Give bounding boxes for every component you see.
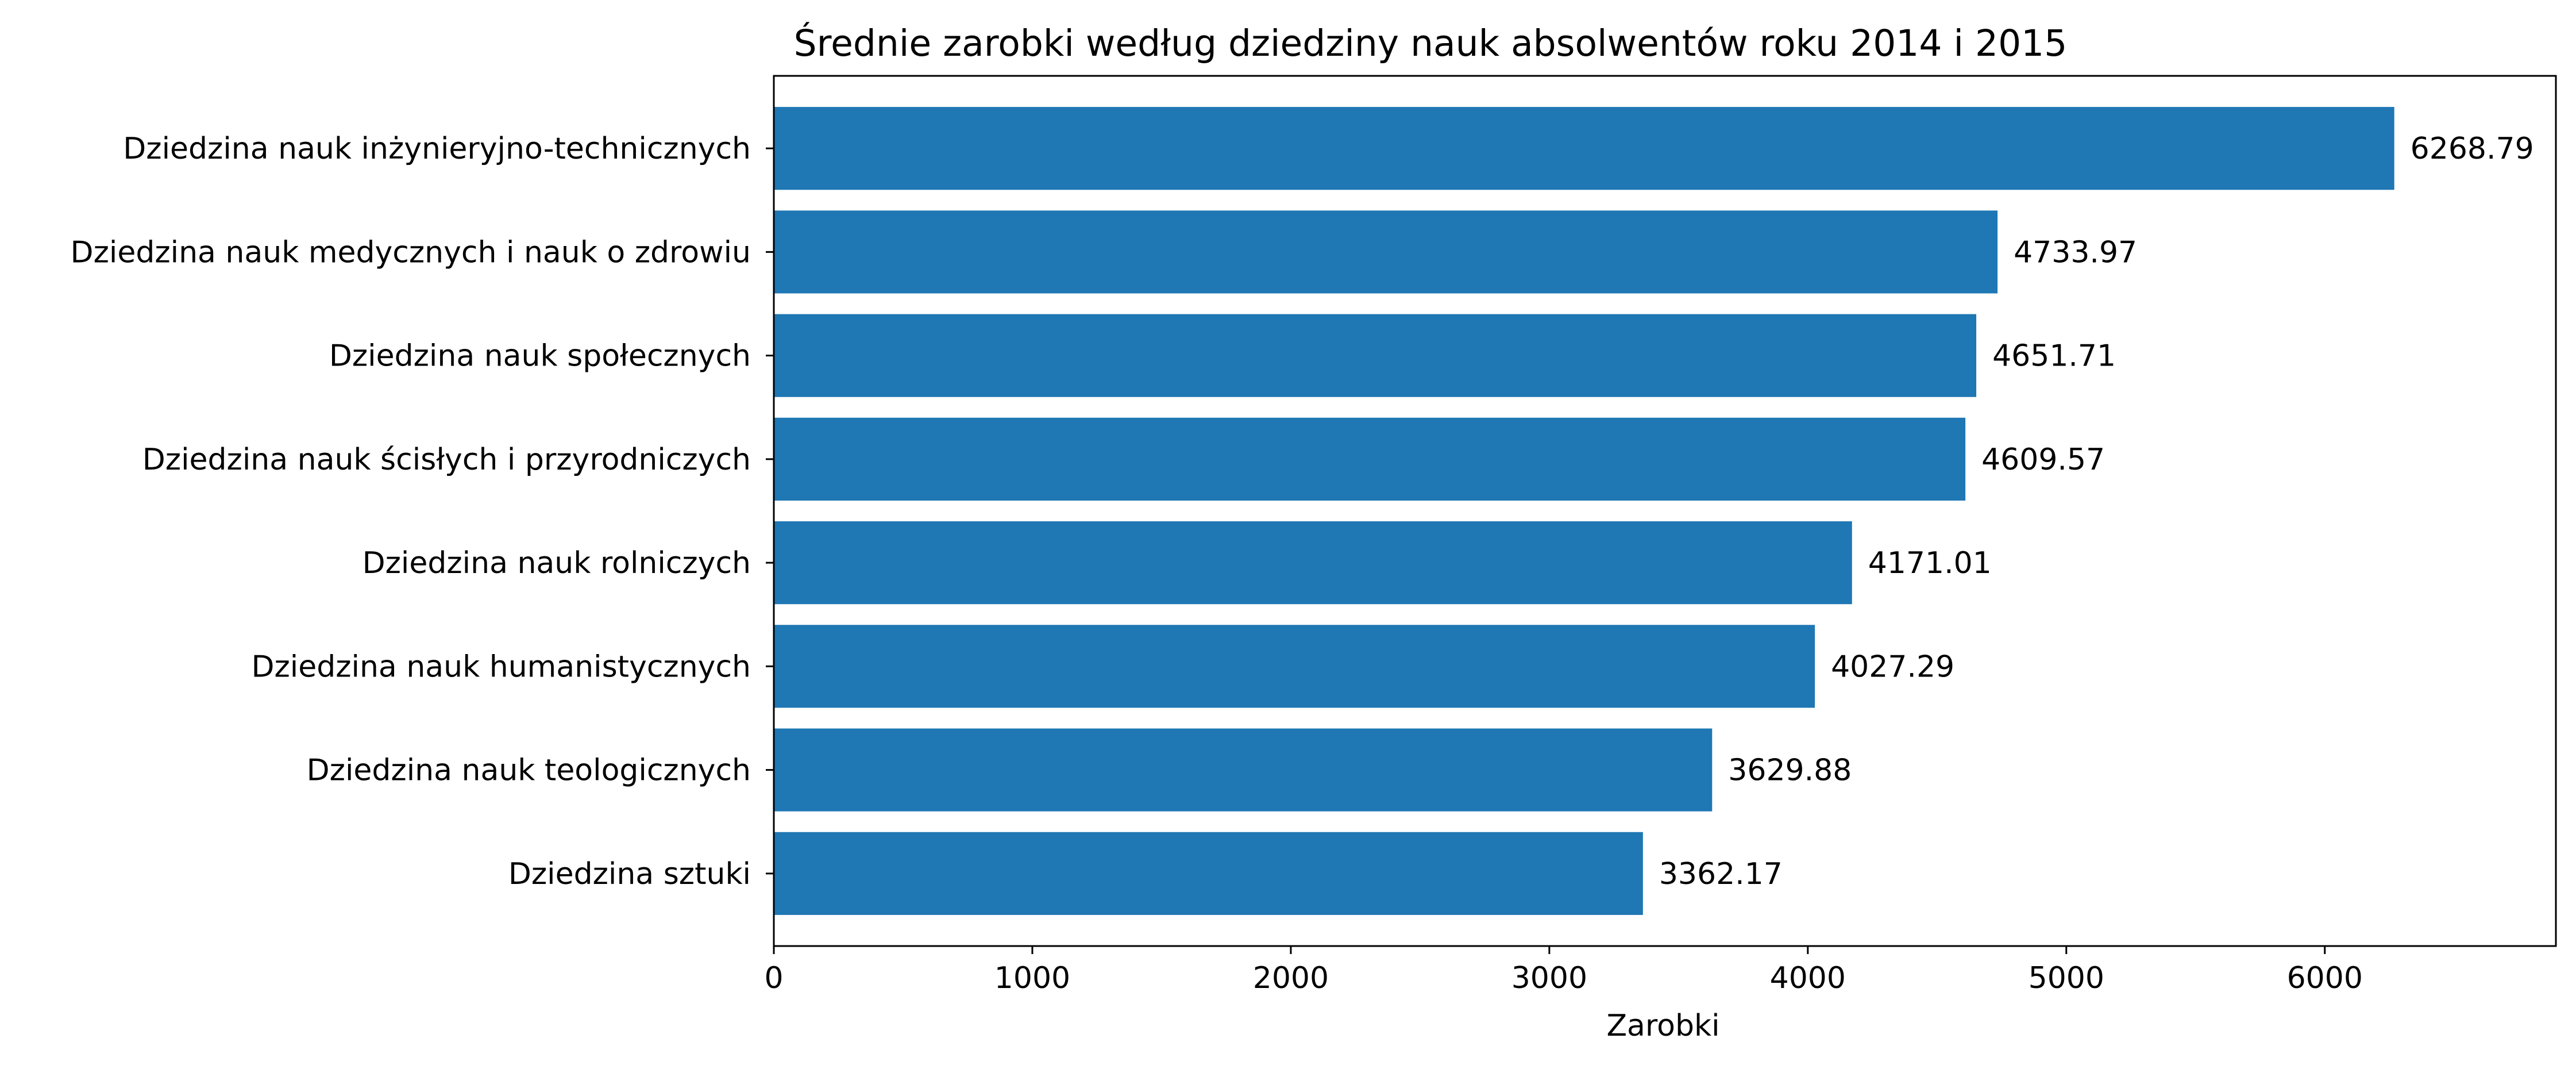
y-tick-label: Dziedzina nauk rolniczych <box>363 546 751 580</box>
x-tick-label: 0 <box>764 961 783 995</box>
bar-value-label: 4733.97 <box>2014 235 2137 270</box>
bar <box>774 728 1713 812</box>
x-tick-label: 2000 <box>1253 961 1329 995</box>
x-axis-label: Zarobki <box>1606 1009 1719 1043</box>
x-tick-label: 4000 <box>1770 961 1846 995</box>
y-tick-label: Dziedzina nauk społecznych <box>329 339 751 374</box>
bar-value-label: 4027.29 <box>1831 649 1954 684</box>
y-tick-label: Dziedzina sztuki <box>508 857 751 891</box>
bar-value-label: 4609.57 <box>1981 443 2105 477</box>
bar <box>774 521 1852 605</box>
plot-frame <box>773 75 2557 947</box>
bar <box>774 417 1966 501</box>
bar <box>774 832 1643 915</box>
y-tick-label: Dziedzina nauk teologicznych <box>307 753 751 788</box>
bar <box>774 107 2394 190</box>
bars-layer: 6268.79 4733.97 4651.71 4609.57 4171.01 4027.… <box>774 107 2534 915</box>
y-tick-label: Dziedzina nauk medycznych i nauk o zdrow… <box>71 235 751 270</box>
bar-value-label: 6268.79 <box>2411 132 2534 166</box>
x-tick-label: 1000 <box>994 961 1070 995</box>
bar-value-label: 4651.71 <box>1992 339 2116 374</box>
x-tick-label: 6000 <box>2287 961 2363 995</box>
x-tick-label: 3000 <box>1511 961 1587 995</box>
bar-value-label: 3362.17 <box>1659 857 1783 891</box>
y-tick-label: Dziedzina nauk ścisłych i przyrodniczych <box>142 443 751 477</box>
y-tick-label: Dziedzina nauk humanistycznych <box>251 649 751 684</box>
bar <box>774 210 1998 294</box>
bar <box>774 314 1977 397</box>
chart-title: Średnie zarobki według dziedziny nauk ab… <box>794 22 2068 64</box>
y-tick-label: Dziedzina nauk inżynieryjno-technicznych <box>123 132 751 166</box>
bar <box>774 625 1815 708</box>
bar-value-label: 3629.88 <box>1728 753 1852 788</box>
bar-value-label: 4171.01 <box>1868 546 1992 580</box>
x-tick-label: 5000 <box>2029 961 2104 995</box>
axes-layer: Dziedzina nauk inżynieryjno-technicznych… <box>71 75 2557 995</box>
